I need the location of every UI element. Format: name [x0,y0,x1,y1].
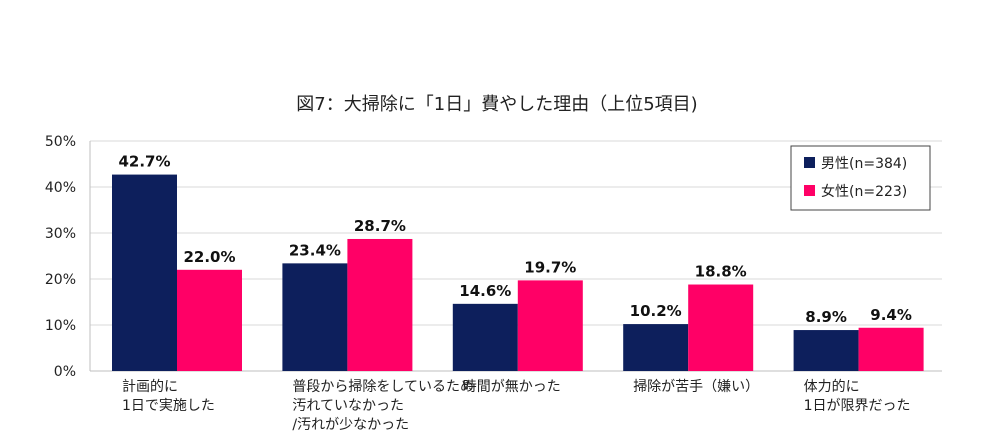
category-label-1: 普段から掃除をしているため汚れていなかった/汚れが少なかった [292,378,474,433]
y-tick-label: 30% [45,226,76,242]
bar-series-1-cat-2 [517,280,583,371]
data-label: 9.4% [870,306,912,324]
category-label-line: 1日で実施した [122,398,215,414]
data-labels: 42.7% 22.0% 23.4% 28.7% 14.6% 19.7% 10.2% 18.8%… [118,153,911,326]
category-label-4: 体力的に 1日が限界だった [804,379,911,414]
data-label: 28.7% [354,217,406,235]
legend-box [790,145,931,211]
y-tick-label: 20% [45,272,76,288]
category-label-line: 普段から掃除をしているため [292,378,474,395]
category-labels: 計画的に 1日で実施した 普段から掃除をしているため汚れていなかった/汚れが少なかっ… [122,378,911,433]
data-label: 42.7% [118,153,170,171]
category-label-line: 計画的に [122,379,178,395]
category-label-line: 体力的に [804,379,860,395]
data-label: 14.6% [459,282,511,300]
data-label: 10.2% [630,302,682,320]
legend-label-1: 女性(n=223) [821,183,907,200]
bar-series-0-cat-4 [793,330,859,371]
legend: 男性(n=384) 女性(n=223) [790,145,931,211]
data-label: 18.8% [695,263,747,281]
bar-series-1-cat-4 [858,327,924,371]
data-label: 22.0% [183,248,235,266]
y-tick-label: 0% [54,364,76,380]
y-axis-ticks: 0% 10% 20% 30% 40% 50% [45,134,76,380]
category-label-line: /汚れが少なかった [292,417,409,433]
y-tick-label: 40% [45,180,76,196]
chart-title: 図7：大掃除に「1日」費やした理由（上位5項目) [296,94,697,115]
category-label-3: 掃除が苦手（嫌い） [633,378,759,395]
bar-series-0-cat-1 [282,263,348,371]
bar-series-1-cat-1 [347,238,413,371]
bar-series-1-cat-0 [177,269,242,371]
category-label-line: 汚れていなかった [292,398,404,414]
data-label: 8.9% [805,308,847,326]
category-label-line: 時間が無かった [463,379,561,395]
data-label: 19.7% [524,258,576,276]
legend-swatch-1 [804,185,815,196]
category-label-line: 掃除が苦手（嫌い） [633,378,759,395]
bar-series-1-cat-3 [688,284,754,371]
bar-series-0-cat-0 [112,174,177,371]
data-label: 23.4% [289,241,341,259]
bar-series-0-cat-3 [623,324,689,371]
y-tick-label: 10% [45,318,76,334]
y-tick-label: 50% [45,134,76,150]
bar-series-0-cat-2 [452,303,518,371]
bars [112,174,924,371]
legend-swatch-0 [804,157,815,168]
legend-label-0: 男性(n=384) [821,156,907,172]
category-label-line: 1日が限界だった [804,398,911,414]
category-label-0: 計画的に 1日で実施した [122,379,215,414]
category-label-2: 時間が無かった [463,379,561,395]
